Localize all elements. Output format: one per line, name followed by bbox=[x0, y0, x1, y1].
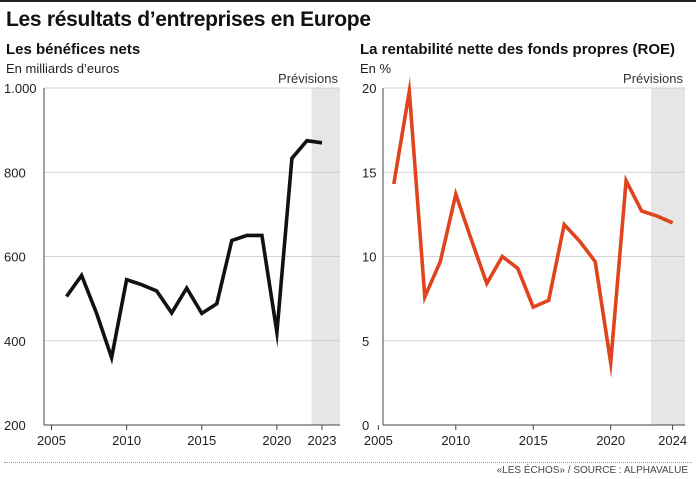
roe-x-tick-label: 2015 bbox=[519, 433, 548, 448]
roe-x-tick-label: 2024 bbox=[658, 433, 687, 448]
footer-divider bbox=[4, 462, 692, 463]
profits-y-tick-label: 1.000 bbox=[4, 81, 37, 96]
right-chart-title: La rentabilité nette des fonds propres (… bbox=[360, 41, 676, 58]
profits-forecast-label: Prévisions bbox=[278, 71, 338, 86]
roe-y-tick-label: 10 bbox=[362, 250, 376, 265]
source-credit: «LES ÉCHOS» / SOURCE : ALPHAVALUE bbox=[496, 465, 688, 476]
left-chart-unit: En milliards d’euros bbox=[6, 61, 120, 76]
roe-y-tick-label: 0 bbox=[362, 418, 369, 433]
profits-x-tick-label: 2023 bbox=[308, 433, 337, 448]
roe-series-line bbox=[392, 76, 674, 378]
roe-x-tick-label: 2010 bbox=[441, 433, 470, 448]
right-chart-unit: En % bbox=[360, 61, 392, 76]
page-title: Les résultats d’entreprises en Europe bbox=[6, 8, 371, 31]
roe-y-tick-label: 15 bbox=[362, 165, 376, 180]
left-chart-title: Les bénéfices nets bbox=[6, 41, 141, 58]
profits-x-tick-label: 2010 bbox=[112, 433, 141, 448]
profits-y-tick-label: 200 bbox=[4, 418, 26, 433]
profits-y-tick-label: 400 bbox=[4, 334, 26, 349]
profits-x-tick-label: 2005 bbox=[37, 433, 66, 448]
profits-x-tick-label: 2020 bbox=[262, 433, 291, 448]
profits-x-tick-label: 2015 bbox=[187, 433, 216, 448]
profits-y-tick-label: 800 bbox=[4, 165, 26, 180]
roe-x-tick-label: 2005 bbox=[364, 433, 393, 448]
top-rule bbox=[0, 0, 696, 2]
roe-x-tick-label: 2020 bbox=[596, 433, 625, 448]
roe-forecast-label: Prévisions bbox=[623, 71, 683, 86]
profits-series-line bbox=[65, 138, 323, 365]
roe-y-tick-label: 5 bbox=[362, 334, 369, 349]
profits-y-tick-label: 600 bbox=[4, 250, 26, 265]
roe-y-tick-label: 20 bbox=[362, 81, 376, 96]
